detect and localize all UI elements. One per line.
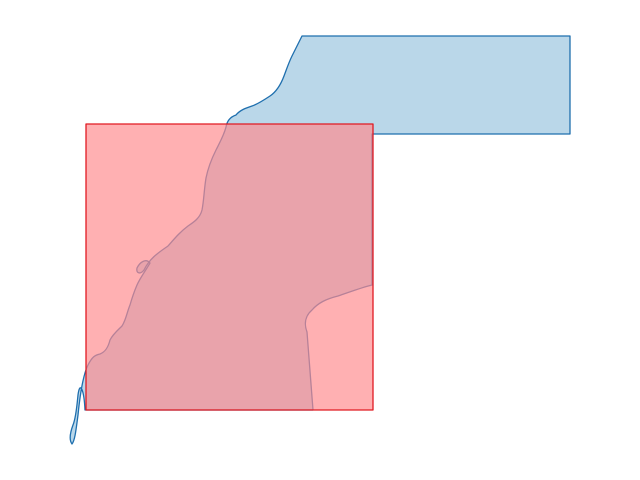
overlay-rectangle [85,123,374,411]
